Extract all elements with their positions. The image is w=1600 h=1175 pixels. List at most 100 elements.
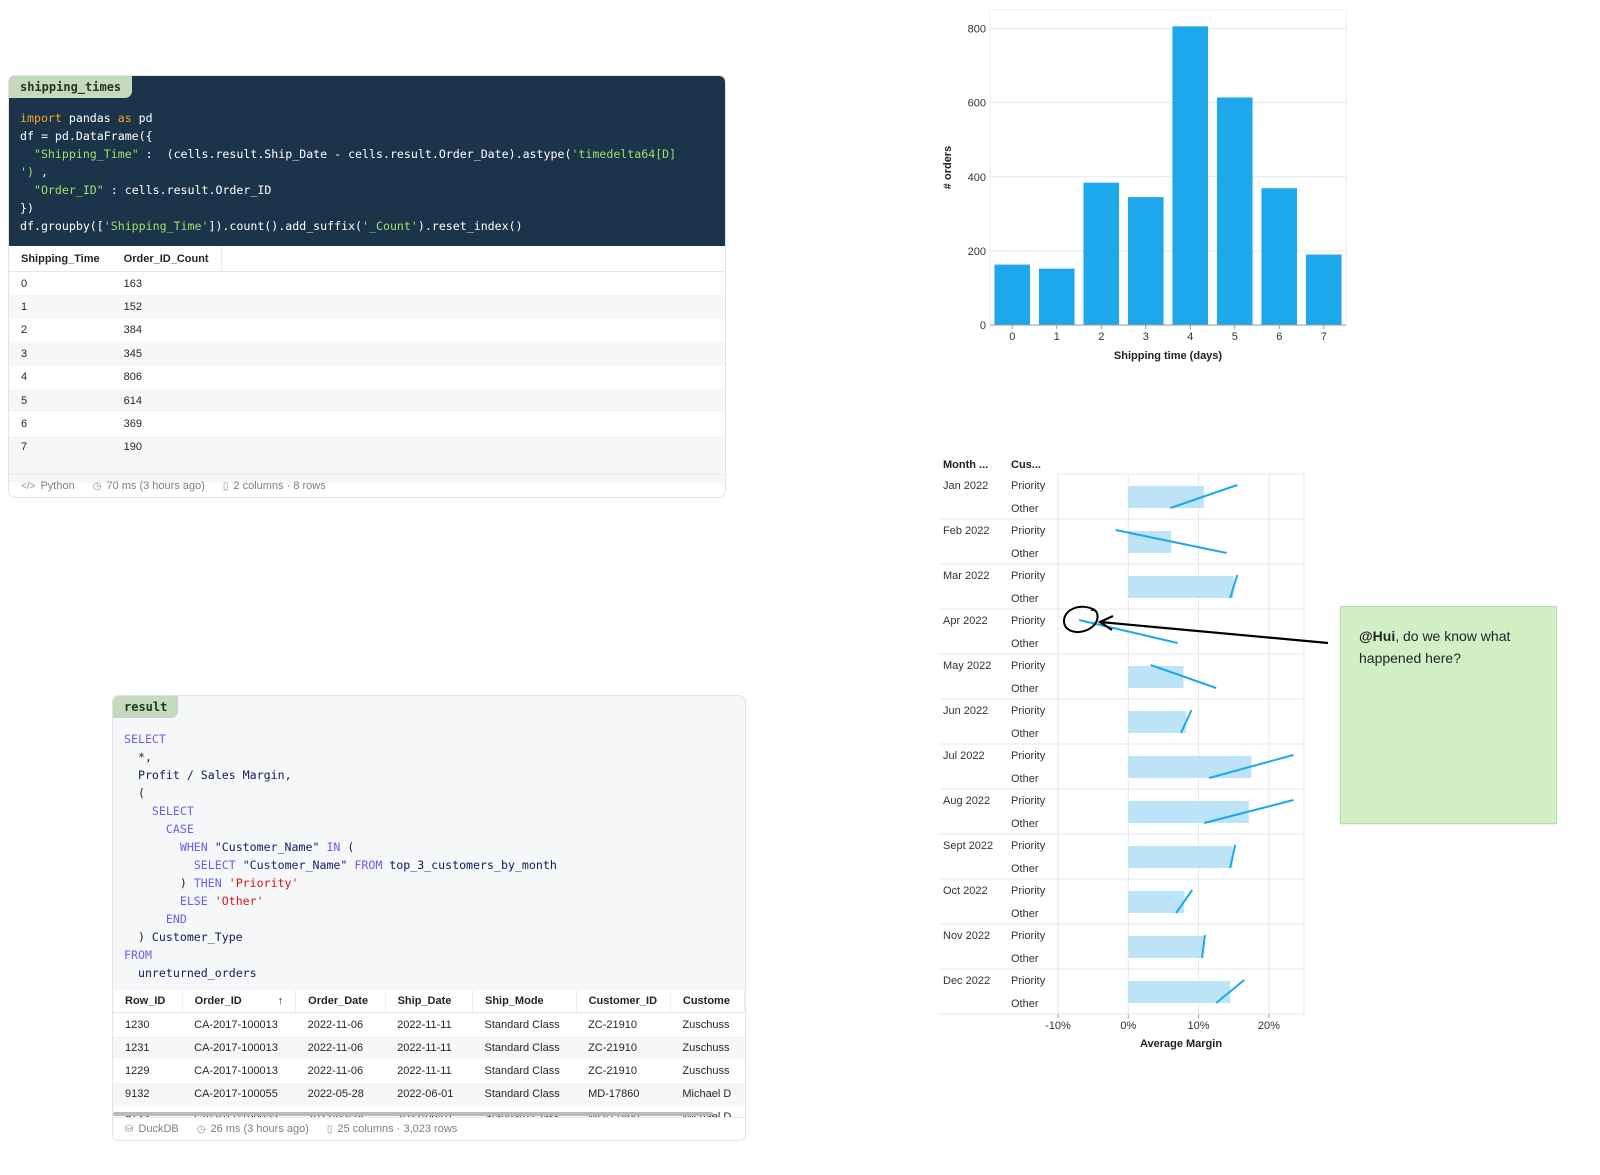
margin-bar <box>1128 846 1233 868</box>
category-label: Priority <box>1011 930 1046 942</box>
code-token: ]).count().add_suffix( <box>208 219 363 233</box>
cell-name-tag[interactable]: shipping_times <box>9 76 133 98</box>
x-tick-label: -10% <box>1045 1020 1071 1032</box>
category-label: Priority <box>1011 480 1046 492</box>
code-token: 'Priority' <box>228 876 299 890</box>
bar <box>1127 197 1164 325</box>
cell-name-tag[interactable]: result <box>113 696 179 718</box>
average-margin-chart[interactable]: Month ... Cus... -10% 0% 10% 20% Jan 2022 Prior… <box>935 450 1335 1060</box>
category-label: Other <box>1011 773 1039 785</box>
table-row[interactable]: 0 163 <box>9 272 725 296</box>
database-icon: ⛁ <box>125 1123 134 1135</box>
column-header[interactable]: Order_Date <box>295 990 386 1013</box>
cell-footer: ⛁ DuckDB ◷ 26 ms (3 hours ago) ▯ 25 columns… <box>113 1117 745 1140</box>
shipping-time-bar-chart[interactable]: 0 200 400 600 800 0 1 2 3 4 5 6 7 Shipping time (days… <box>930 0 1360 370</box>
code-token: END <box>165 912 187 926</box>
code-token: CASE <box>165 822 194 836</box>
column-header[interactable]: Row_ID <box>113 990 183 1013</box>
column-header[interactable]: Ship_Date <box>385 990 473 1013</box>
language-label: DuckDB <box>138 1123 179 1135</box>
table-cell: 2022-11-06 <box>307 1064 364 1077</box>
table-row[interactable]: 1 152 <box>9 295 725 319</box>
margin-bar <box>1128 531 1172 553</box>
code-token: ) <box>124 930 152 944</box>
code-token: SELECT <box>124 732 166 746</box>
table-cell: 2022-06-01 <box>385 1082 473 1106</box>
table-row[interactable]: 1230 CA-2017-100013 2022-11-06 2022-11-11 St… <box>113 1013 745 1037</box>
horizontal-scrollbar[interactable] <box>113 1112 713 1116</box>
table-icon: ▯ <box>326 1123 333 1135</box>
table-cell: 2022-11-11 <box>385 1036 473 1060</box>
column-header[interactable]: Order_ID_Count <box>111 246 222 272</box>
margin-bar <box>1128 936 1204 958</box>
category-label: Priority <box>1011 660 1046 672</box>
category-label: Priority <box>1011 840 1046 852</box>
code-token: WHEN <box>179 840 208 854</box>
clock-icon: ◷ <box>196 1123 206 1135</box>
table-icon: ▯ <box>222 480 229 492</box>
table-cell: 384 <box>123 324 142 337</box>
code-token <box>222 876 229 890</box>
table-cell: 5 <box>9 388 112 413</box>
note-text: , do we know what happened here? <box>1359 628 1511 666</box>
python-code-editor[interactable]: shipping_times import pandas as pd df = … <box>9 76 725 246</box>
code-token: "Customer_Name" <box>242 858 348 872</box>
category-label: Other <box>1011 593 1039 605</box>
table-row[interactable]: 1229 CA-2017-100013 2022-11-06 2022-11-11 St… <box>113 1059 745 1082</box>
table-row[interactable]: 5 614 <box>9 388 725 413</box>
y-tick-label: 0 <box>980 320 986 332</box>
table-row[interactable]: 1231 CA-2017-100013 2022-11-06 2022-11-11 St… <box>113 1036 745 1060</box>
x-tick-label: 0% <box>1120 1020 1136 1032</box>
table-row[interactable]: 7 190 <box>9 435 725 460</box>
table-row[interactable]: 3 345 <box>9 342 725 366</box>
table-row[interactable]: 6 369 <box>9 412 725 435</box>
margin-bar <box>1128 756 1252 778</box>
category-label: Other <box>1011 638 1039 650</box>
table-cell: 3 <box>9 342 112 366</box>
category-label: Other <box>1011 953 1039 965</box>
month-label: Oct 2022 <box>943 885 988 897</box>
category-label: Priority <box>1011 615 1046 627</box>
code-token: top_3_customers_by_month <box>389 858 557 872</box>
month-label: Nov 2022 <box>943 930 990 942</box>
month-label: Jun 2022 <box>943 705 988 717</box>
category-label: Other <box>1011 728 1039 740</box>
python-cell[interactable]: shipping_times import pandas as pd df = … <box>8 75 726 498</box>
margin-bar <box>1128 711 1187 733</box>
margin-line <box>1229 844 1237 869</box>
code-token: FROM <box>124 948 152 962</box>
margin-line <box>1215 979 1245 1004</box>
table-cell: MD-17860 <box>576 1082 671 1106</box>
sticky-note[interactable]: @Hui, do we know what happened here? <box>1340 606 1557 824</box>
month-label: Sept 2022 <box>943 840 993 852</box>
table-row[interactable]: 4 806 <box>9 366 725 389</box>
table-cell: Standard Class <box>472 1036 577 1060</box>
category-label: Other <box>1011 818 1039 830</box>
sql-output-table[interactable]: Row_ID Order_ID ↑ Order_Date Ship_Date Ship_M… <box>113 990 745 1118</box>
code-token: "Order_ID" <box>33 183 104 197</box>
table-cell: ZC-21910 <box>588 1064 637 1077</box>
column-header[interactable]: Shipping_Time <box>9 246 112 272</box>
sql-code[interactable]: SELECT *, Profit / Sales Margin, ( SELEC… <box>124 730 557 982</box>
table-row[interactable]: 2 384 <box>9 319 725 342</box>
code-token <box>20 147 34 161</box>
code-token: , <box>284 768 292 782</box>
column-header[interactable]: Custome <box>670 990 745 1013</box>
code-token: Customer_Type <box>151 930 243 944</box>
sql-cell[interactable]: result SELECT *, Profit / Sales Margin, … <box>112 695 746 1141</box>
sort-ascending-icon[interactable]: ↑ <box>277 995 284 1007</box>
code-icon: </> <box>21 480 36 492</box>
table-cell: 0 <box>21 277 28 290</box>
code-token: ).reset_index() <box>417 219 523 233</box>
table-cell: 1229 <box>125 1064 150 1077</box>
code-token: *, <box>124 750 152 764</box>
table-row[interactable]: 9132 CA-2017-100055 2022-05-28 2022-06-01 St… <box>113 1082 745 1106</box>
column-header[interactable]: Order_ID ↑ <box>182 990 297 1013</box>
python-code[interactable]: import pandas as pd df = pd.DataFrame({ … <box>20 109 676 235</box>
column-header[interactable]: Ship_Mode <box>472 990 577 1013</box>
note-mention[interactable]: @Hui <box>1359 628 1396 644</box>
x-tick-label: 3 <box>1143 331 1149 343</box>
clock-icon: ◷ <box>92 480 102 492</box>
y-axis-label: # orders <box>942 146 954 189</box>
column-header[interactable]: Customer_ID <box>576 990 671 1013</box>
